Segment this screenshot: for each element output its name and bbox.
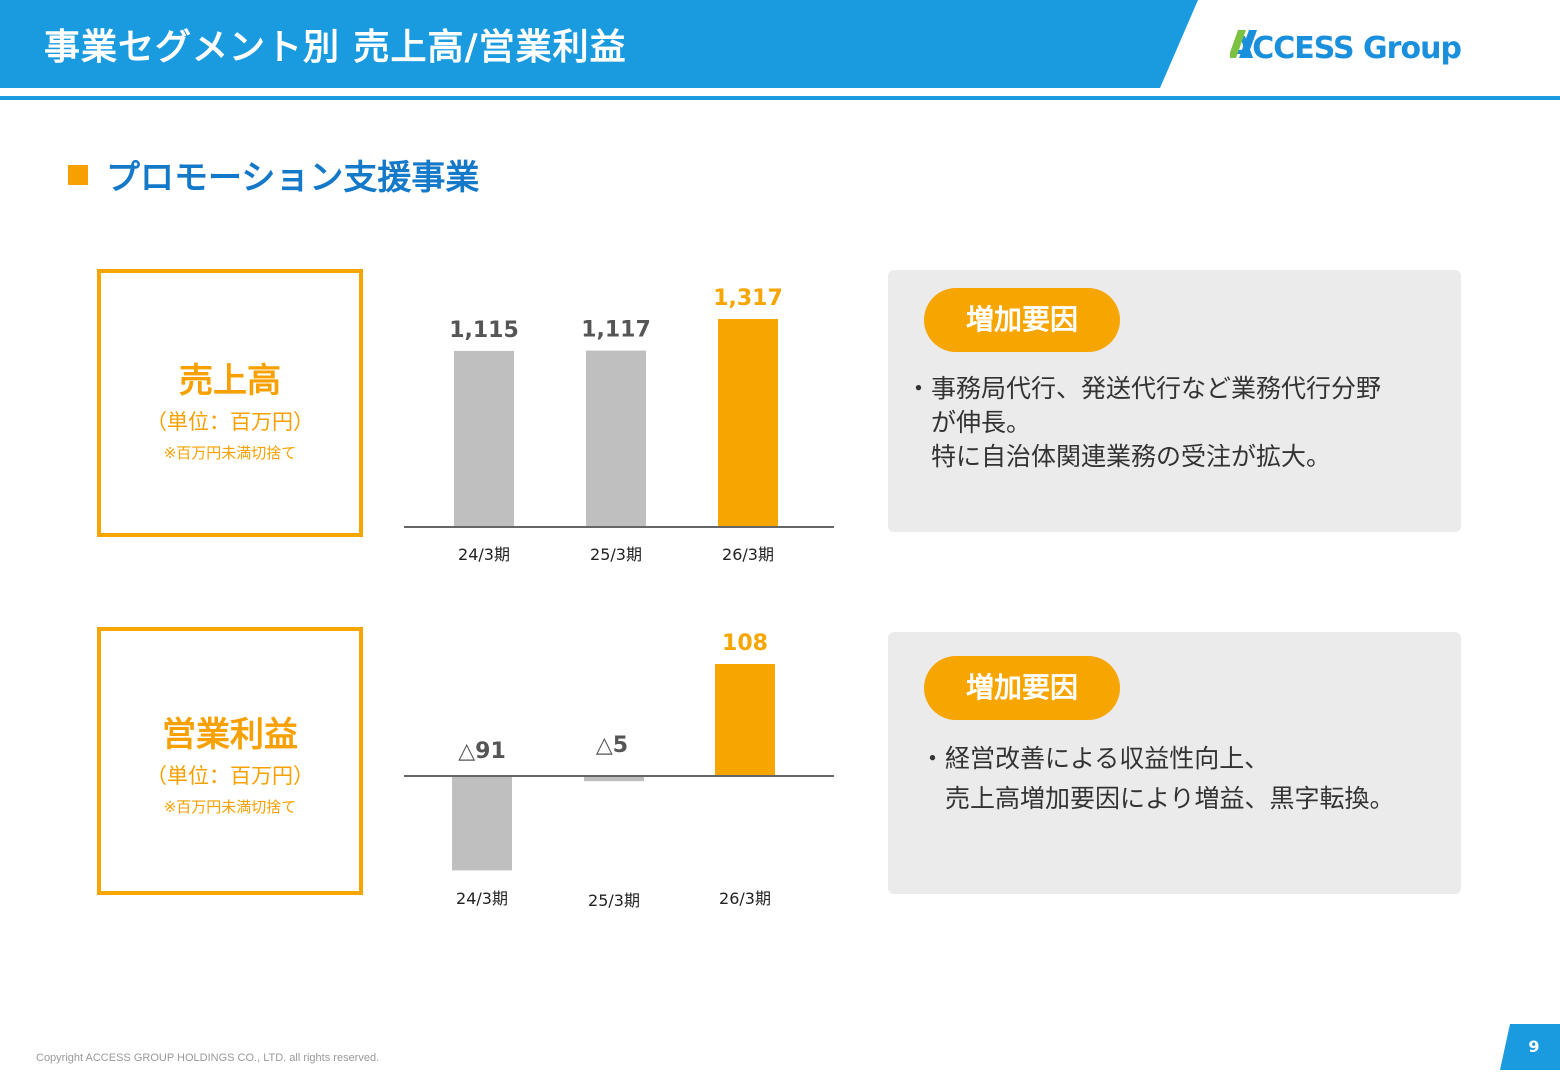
sales-factor-badge: 増加要因 [924,288,1120,352]
profit-value-label-1: △5 [596,733,628,758]
profit-factor-line: 売上高増加要因により増益、黒字転換。 [920,784,1395,813]
sales-factor-line: 特に自治体関連業務の受注が拡大。 [906,442,1332,471]
profit-title: 営業利益 [162,715,298,755]
profit-category-label-2: 26/3期 [719,889,771,908]
profit-bar-1 [584,776,644,782]
section-heading: プロモーション支援事業 [68,150,479,199]
sales-value-label-2: 1,317 [713,286,783,311]
page-number-background [1500,1024,1560,1070]
page-number-text: 9 [1528,1037,1540,1056]
sales-factor-text: ・事務局代行、発送代行など業務代行分野 が伸長。 特に自治体関連業務の受注が拡大… [906,372,1381,474]
sales-value-label-1: 1,117 [581,318,651,343]
profit-bar-2 [715,664,775,776]
sales-chart: 1,115 24/3期 1,117 25/3期 1,317 26/3期 [404,270,836,574]
profit-note: ※百万円未満切捨て [163,798,297,816]
sales-unit: （単位：百万円） [146,410,314,434]
sales-category-label-2: 26/3期 [722,545,774,564]
sales-label-box: 売上高 （単位：百万円） ※百万円未満切捨て [97,269,363,537]
profit-label-box: 営業利益 （単位：百万円） ※百万円未満切捨て [97,627,363,895]
sales-bar-2 [718,319,778,527]
profit-chart-svg: △91 24/3期 △5 25/3期 108 26/3期 [404,631,834,910]
sales-chart-svg: 1,115 24/3期 1,117 25/3期 1,317 26/3期 [404,286,834,564]
sales-category-label-1: 25/3期 [590,545,642,564]
header-background [0,0,1198,88]
profit-value-label-2: 108 [722,631,768,656]
section-title: プロモーション支援事業 [106,158,480,198]
sales-category-label-0: 24/3期 [458,545,510,564]
sales-title: 売上高 [179,361,281,401]
sales-bar-1 [586,350,646,527]
sales-factor-line: が伸長。 [906,408,1032,437]
company-logo: ACCESS Group [1230,28,1462,68]
sales-value-label-0: 1,115 [449,318,519,343]
sales-factor-panel: 増加要因 ・事務局代行、発送代行など業務代行分野 が伸長。 特に自治体関連業務の… [888,270,1461,532]
profit-factor-panel: 増加要因 ・経営改善による収益性向上、 売上高増加要因により増益、黒字転換。 [888,632,1461,894]
profit-unit: （単位：百万円） [146,764,314,788]
section-bullet-icon [68,164,88,185]
logo-text: ACCESS Group [1230,30,1462,66]
profit-bar-0 [452,776,512,871]
page-title: 事業セグメント別 売上高/営業利益 [44,27,627,68]
profit-factor-line: ・経営改善による収益性向上、 [920,744,1270,773]
header-rule [0,96,1560,100]
profit-chart: △91 24/3期 △5 25/3期 108 26/3期 [404,620,836,924]
sales-note: ※百万円未満切捨て [163,444,297,462]
profit-value-label-0: △91 [458,739,506,764]
logo-mark-icon [1230,30,1257,58]
profit-category-label-1: 25/3期 [588,891,640,910]
header-bar: 事業セグメント別 売上高/営業利益 ACCESS Group [0,0,1560,88]
page-number: 9 [1500,1024,1560,1070]
sales-factor-line: ・事務局代行、発送代行など業務代行分野 [906,374,1382,403]
sales-bar-0 [454,350,514,527]
profit-category-label-0: 24/3期 [456,889,508,908]
profit-factor-badge: 増加要因 [924,656,1120,720]
profit-factor-text: ・経営改善による収益性向上、 売上高増加要因により増益、黒字転換。 [920,742,1395,816]
copyright-text: Copyright ACCESS GROUP HOLDINGS CO., LTD… [36,1052,380,1064]
